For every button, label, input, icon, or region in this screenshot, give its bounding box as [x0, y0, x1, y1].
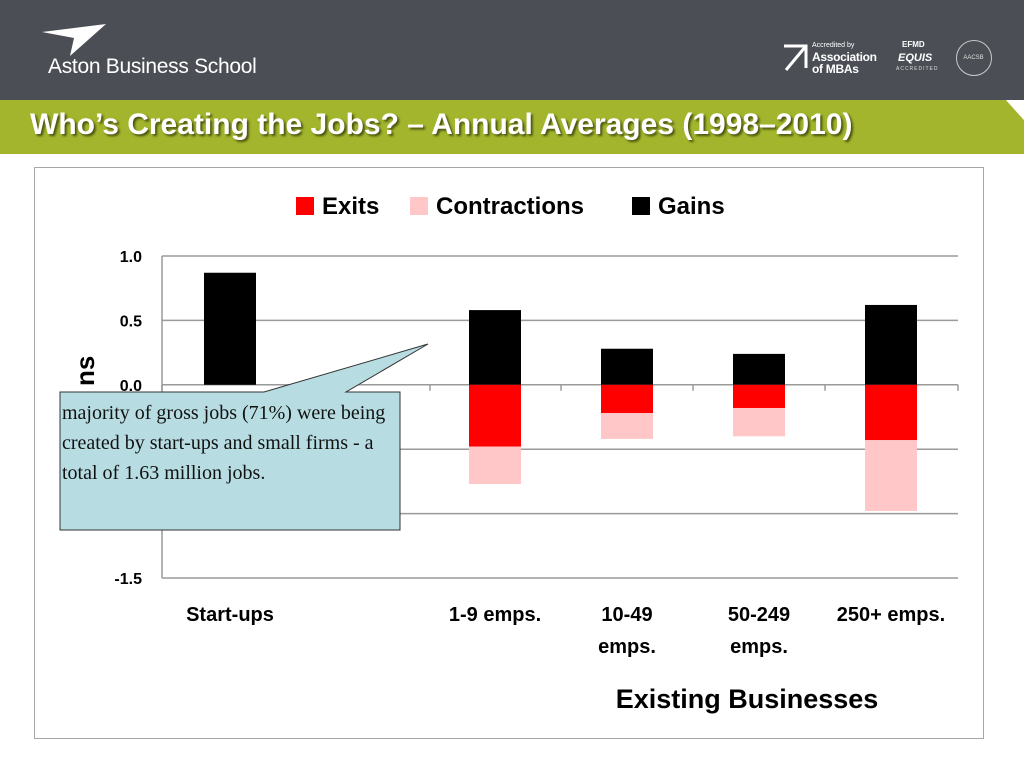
y-tick-label: 1.0 [120, 249, 142, 266]
category-label: Start-ups [186, 604, 274, 626]
amba-line1: Association [812, 50, 877, 64]
callout-box [59, 343, 429, 531]
bar-exits [865, 384, 917, 441]
x-axis-title: Existing Businesses [616, 684, 879, 714]
y-tick-label: 0.0 [120, 378, 142, 395]
amba-arrow-icon [784, 44, 808, 71]
amba-name: Association of MBAs [812, 51, 877, 75]
efmd-label: EFMD [902, 40, 925, 49]
legend-exits-label: Exits [322, 193, 379, 220]
y-axis-title: ns [70, 356, 100, 386]
aacsb-label: AACSB [963, 55, 984, 61]
slide-title: Who’s Creating the Jobs? – Annual Averag… [30, 108, 853, 141]
category-label: emps. [730, 636, 788, 658]
logo-text: Aston Business School [48, 55, 257, 78]
header-bar: Aston Business School Accredited by Asso… [0, 0, 1024, 100]
aacsb-seal-icon: AACSB [956, 40, 992, 76]
category-label: 10-49 [601, 604, 652, 626]
legend-contractions-label: Contractions [436, 193, 584, 220]
legend-gains-swatch [632, 197, 650, 215]
amba-accredited-label: Accredited by [812, 42, 855, 49]
category-label: 1-9 emps. [449, 604, 541, 626]
bar-gains [204, 272, 256, 385]
equis-sub-label: ACCREDITED [896, 66, 939, 72]
category-label: emps. [598, 636, 656, 658]
bar-contractions [733, 407, 785, 437]
legend-exits-swatch [296, 197, 314, 215]
y-tick-label: -1.5 [114, 571, 142, 588]
bar-gains [469, 310, 521, 385]
legend-contractions-swatch [410, 197, 428, 215]
equis-label: EQUIS [898, 52, 933, 64]
bar-gains [733, 353, 785, 385]
bar-contractions [601, 413, 653, 439]
bar-gains [601, 348, 653, 385]
bar-exits [733, 384, 785, 408]
legend-gains-label: Gains [658, 193, 725, 220]
title-bar [0, 100, 1024, 154]
bar-contractions [469, 446, 521, 484]
y-tick-label: 0.5 [120, 313, 142, 330]
bar-contractions [865, 440, 917, 512]
amba-line2: of MBAs [812, 62, 859, 76]
bar-gains [865, 304, 917, 385]
bar-exits [601, 384, 653, 414]
category-label: 50-249 [728, 604, 790, 626]
aston-logo-icon [42, 24, 106, 56]
category-label: 250+ emps. [837, 604, 945, 626]
bar-exits [469, 384, 521, 447]
callout-text: majority of gross jobs (71%) were being … [62, 402, 386, 484]
